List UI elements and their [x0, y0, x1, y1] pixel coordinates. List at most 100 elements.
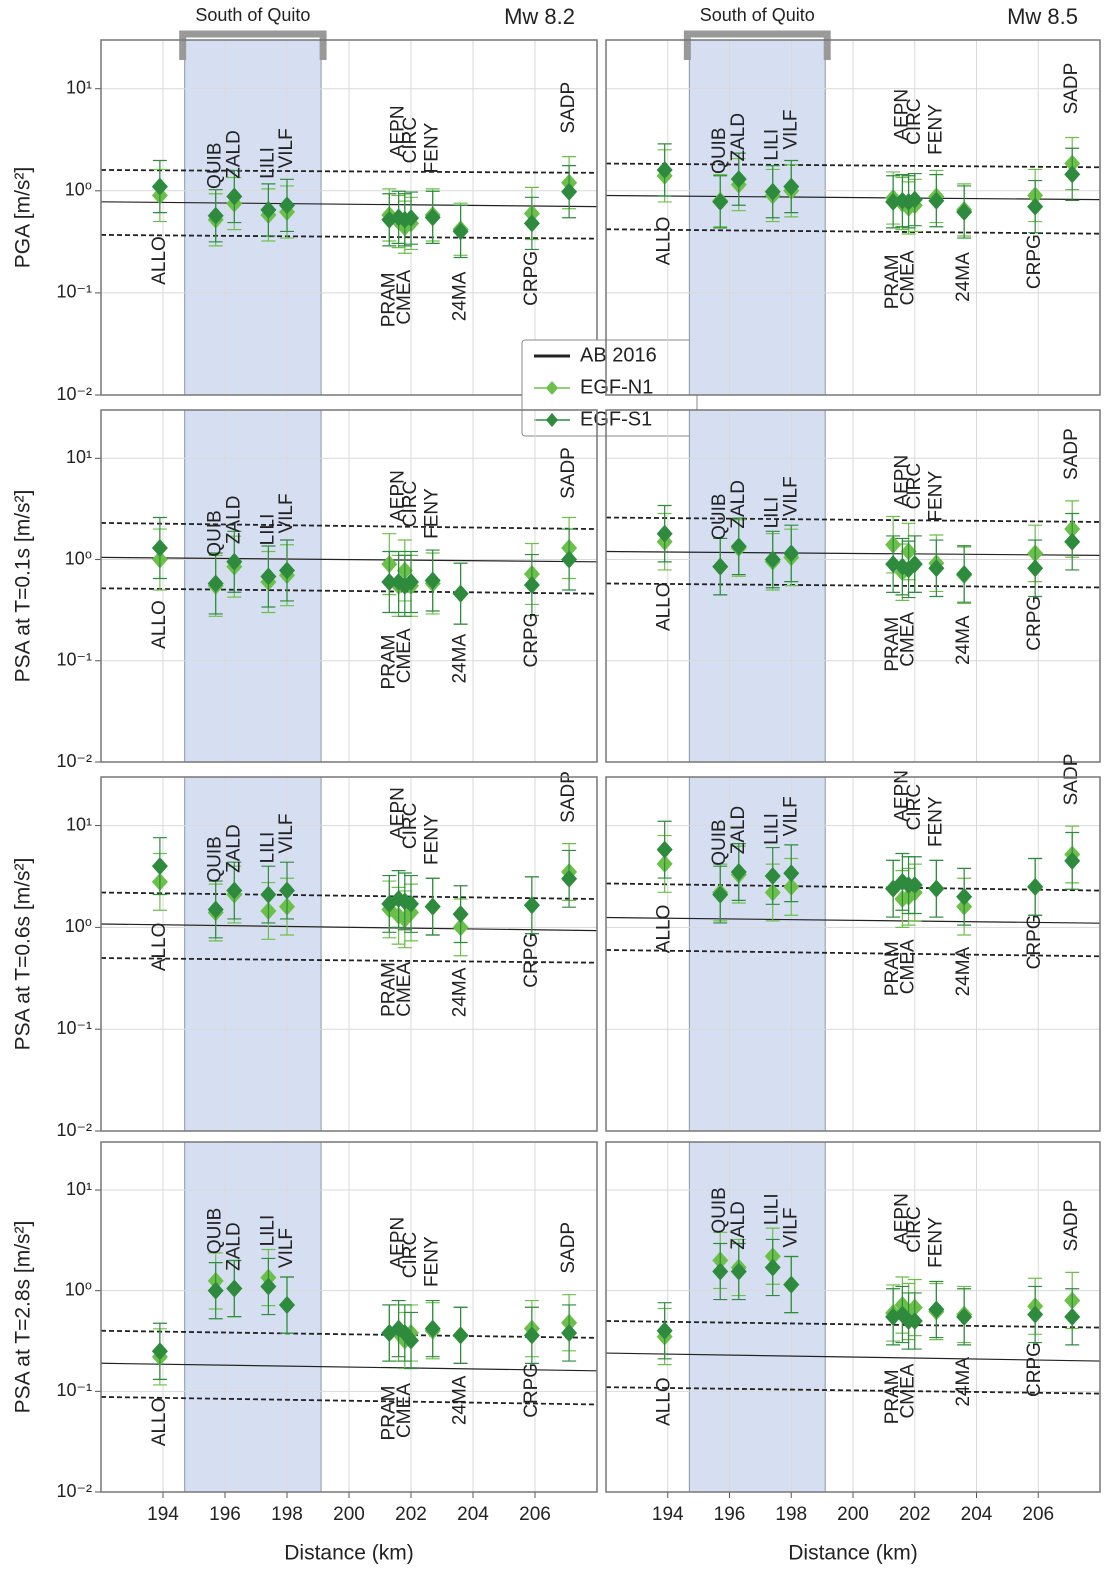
point [1027, 1305, 1044, 1324]
x-tick-label: 206 [1022, 1504, 1054, 1525]
station-label: VILF [276, 128, 297, 168]
panel-frame [605, 1141, 1101, 1493]
model-upper [605, 162, 1101, 169]
station-label: SADP [1061, 63, 1082, 115]
point [207, 900, 224, 919]
point [561, 550, 578, 569]
station-label: LILI [762, 813, 783, 845]
station-label: FENY [925, 104, 946, 155]
station-label: AEPN [891, 770, 912, 822]
station-label: ALLO [654, 905, 675, 954]
panel-frame [100, 409, 598, 763]
point [226, 187, 243, 206]
point [712, 885, 729, 904]
x-tick-label: 202 [899, 1504, 931, 1525]
point [226, 881, 243, 900]
panel-frame [605, 39, 1101, 396]
station-label: SADP [558, 771, 579, 823]
model-line [100, 923, 598, 932]
station-label: SADP [1061, 428, 1082, 480]
y-tick-label: 10¹ [66, 814, 92, 834]
point [764, 182, 781, 201]
legend: AB 2016 EGF-N1 EGF-S1 [521, 339, 698, 437]
station-label: CIRC [904, 1206, 925, 1252]
point [1027, 559, 1044, 578]
station-label: CRPG [521, 613, 542, 668]
station-label: AEPN [388, 470, 409, 522]
station-label: AEPN [891, 1193, 912, 1245]
station-label: PRAM [378, 1386, 399, 1441]
station-label: CIRC [400, 117, 421, 163]
point [452, 222, 469, 241]
band-label: South of Quito [700, 5, 815, 25]
station-label: ALLO [149, 1398, 170, 1447]
station-label: ALLO [654, 1377, 675, 1426]
model-line [605, 194, 1101, 201]
region-band [688, 776, 826, 1132]
point [452, 584, 469, 603]
station-label: AEPN [891, 89, 912, 141]
station-label: VILF [276, 493, 297, 533]
station-label: CIRC [904, 98, 925, 144]
station-label: SADP [1061, 754, 1082, 806]
x-tick-label: 204 [457, 1504, 489, 1525]
y-tick-label: 10⁰ [65, 548, 92, 568]
station-label: ZALD [728, 1201, 749, 1250]
panel-title: Mw 8.5 [1007, 4, 1078, 29]
station-label: AEPN [388, 1217, 409, 1269]
station-label: PRAM [378, 635, 399, 690]
station-label: CMEA [898, 250, 919, 305]
station-label: VILF [780, 796, 801, 836]
point [523, 1326, 540, 1345]
station-label: FENY [422, 814, 443, 865]
point [279, 561, 295, 580]
station-label: ZALD [223, 824, 244, 873]
region-band [184, 1141, 322, 1493]
station-label: PRAM [378, 272, 399, 327]
x-axis-label: Distance (km) [284, 1542, 414, 1565]
station-label: QUIB [709, 819, 730, 865]
y-axis-label: PGA [m/s²] [12, 167, 35, 269]
model-lower [605, 949, 1101, 958]
point [424, 208, 441, 227]
station-label: SADP [558, 447, 579, 499]
point [226, 1279, 243, 1298]
point [656, 1321, 673, 1340]
panel-title: Mw 8.2 [504, 4, 575, 29]
y-tick-label: 10⁻² [56, 1481, 92, 1501]
station-label: SADP [558, 82, 579, 134]
band-bracket [179, 30, 327, 60]
y-tick-label: 10⁻² [56, 384, 92, 404]
panel-frame [605, 409, 1101, 763]
station-label: CMEA [394, 628, 415, 683]
station-label: 24MA [450, 634, 471, 684]
point [561, 182, 578, 201]
point [381, 572, 398, 591]
point [403, 894, 419, 913]
point [783, 864, 800, 883]
point [403, 1331, 419, 1350]
station-label: QUIB [709, 1187, 730, 1233]
region-band [184, 776, 322, 1132]
point [656, 160, 673, 179]
station-label: QUIB [205, 1208, 226, 1254]
point [712, 192, 729, 211]
station-label: QUIB [205, 836, 226, 882]
model-line [605, 550, 1101, 556]
point [424, 571, 441, 590]
point [712, 557, 729, 576]
point [906, 1311, 923, 1330]
point [279, 1296, 295, 1315]
point [764, 866, 781, 885]
point [928, 191, 945, 210]
point [956, 564, 973, 583]
station-label: CMEA [394, 962, 415, 1017]
station-label: CMEA [898, 612, 919, 667]
panel-frame [100, 776, 598, 1132]
model-upper [100, 169, 598, 174]
point [783, 177, 800, 196]
panel-frame [100, 39, 598, 396]
point [783, 544, 800, 563]
point [1064, 851, 1081, 870]
